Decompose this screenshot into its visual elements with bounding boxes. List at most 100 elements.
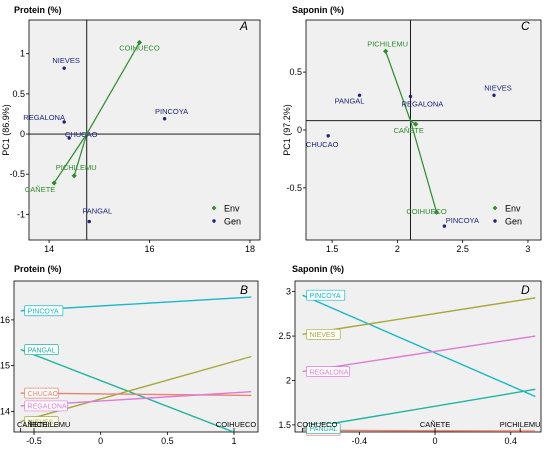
y-tick-label: 0 <box>297 125 302 135</box>
y-tick-label: 0.5 <box>289 67 302 77</box>
y-tick-label: 2 <box>286 375 291 385</box>
y-tick-label: -0.5 <box>9 169 25 179</box>
x-tick-label: 0 <box>433 436 438 446</box>
env-point-label: PICHILEMU <box>56 163 97 172</box>
gen-point-label: NIEVES <box>52 56 80 65</box>
series-label: PANGAL <box>28 347 56 354</box>
y-tick-label: 3 <box>286 287 291 297</box>
panel-letter: D <box>521 283 530 297</box>
panel-title: Protein (%) <box>14 264 62 274</box>
gen-point-marker <box>326 134 330 138</box>
series-label: PINCOYA <box>28 309 59 316</box>
env-point-marker <box>136 39 143 46</box>
env-point-label: CAÑETE <box>25 185 55 194</box>
y-tick-label: 1 <box>20 49 25 59</box>
legend-env-marker <box>211 205 217 211</box>
gen-point-marker <box>67 136 71 140</box>
panel-d: Saponin (%) D -0.4 0 0.4 3 2.5 2 1.5 PINCOYA NIEVE… <box>278 264 542 446</box>
env-vector-line <box>385 51 412 121</box>
x-tick-label: 1 <box>231 436 236 446</box>
legend-env-marker <box>492 205 498 211</box>
series-label-box <box>24 416 59 427</box>
y-axis-label: PC1 (97.2%) <box>282 104 292 156</box>
panel-c: Saponin (%) C PC1 (97.2%) 1.5 2 2.5 3 0.5 0 -0.5 P… <box>282 5 542 254</box>
x-tick-label: 1.5 <box>326 244 339 254</box>
series-label: NIEVES <box>28 419 54 426</box>
series-line-regalona <box>302 335 536 373</box>
gen-point-label: CHUCAO <box>65 130 98 139</box>
legend-entry: Env <box>224 204 240 214</box>
gen-point-label: CHUCAO <box>306 140 339 149</box>
env-point-label: COIHUECO <box>406 207 447 216</box>
x-tick-label: 0.5 <box>161 436 174 446</box>
series-label: PINCOYA <box>310 293 341 300</box>
series-label-box <box>306 328 341 340</box>
y-axis-label: PC1 (86.9%) <box>1 104 11 156</box>
plot-area <box>305 19 542 241</box>
env-point-marker <box>51 180 57 186</box>
env-marker-label: CAÑETE <box>420 420 450 429</box>
y-tick-label: -1 <box>17 209 25 219</box>
y-tick-label: 0.5 <box>12 89 25 99</box>
gen-point-marker <box>442 224 447 228</box>
plot-area <box>28 19 261 241</box>
x-tick-label: 0 <box>98 436 103 446</box>
series-label-box <box>24 387 59 399</box>
gen-point-marker <box>87 219 91 224</box>
y-tick-label: 14 <box>0 406 10 416</box>
legend-gen-marker <box>493 219 497 223</box>
env-point-label: COIHUECO <box>119 43 160 52</box>
y-tick-label: 16 <box>0 315 10 325</box>
env-point-marker <box>383 48 389 54</box>
env-vector-line <box>86 42 140 135</box>
gen-point-label: REGALONA <box>402 99 444 108</box>
env-marker-label: PICHILEMU <box>30 420 71 429</box>
series-label: PANGAL <box>310 426 338 433</box>
gen-point-marker <box>62 120 66 124</box>
env-point-marker <box>433 209 440 215</box>
env-vector-line <box>73 133 88 176</box>
env-point-label: PICHILEMU <box>367 39 408 48</box>
env-vector-line <box>409 120 438 213</box>
series-lines <box>302 294 536 432</box>
series-line-nieves <box>302 297 536 335</box>
env-point-label: CAÑETE <box>393 126 423 135</box>
gen-point-label: PINCOYA <box>155 107 188 116</box>
env-vector-line <box>53 133 88 184</box>
series-label-box <box>24 344 59 355</box>
series-label-box <box>24 400 68 412</box>
series-label-box <box>24 305 64 317</box>
x-tick-label: 0.4 <box>504 436 517 446</box>
panel-title: Saponin (%) <box>292 5 344 15</box>
gen-point-marker <box>408 94 413 99</box>
panel-b: Protein (%) B -0.5 0 0.5 1 16 15 14 PINCOYA PANGAL… <box>0 264 259 446</box>
gen-point-label: PANGAL <box>82 207 112 216</box>
gen-point-marker <box>162 117 167 121</box>
series-line-pangal <box>302 388 536 430</box>
env-marker-label: COIHUECO <box>216 420 257 429</box>
env-marker-label: CAÑETE <box>17 420 47 429</box>
x-tick-label: 16 <box>145 244 155 254</box>
y-tick-label: -0.5 <box>286 183 302 193</box>
x-tick-label: 2 <box>395 244 400 254</box>
x-tick-label: 2.5 <box>456 244 469 254</box>
legend-entry: Gen <box>505 217 522 227</box>
panel-a: Protein (%) A PC1 (86.9%) 14 16 18 1 0.5 0 -0.5 -1… <box>1 5 261 254</box>
gen-point-marker <box>357 93 362 97</box>
gen-point-label: NIEVES <box>484 83 512 92</box>
series-label: CHUCAO <box>28 391 59 398</box>
y-tick-label: 15 <box>0 361 10 371</box>
series-label-box <box>306 423 341 434</box>
x-tick-label: -0.5 <box>26 436 42 446</box>
env-marker-label: PICHILEMU <box>500 420 541 429</box>
legend-entry: Env <box>505 204 521 214</box>
legend-gen-marker <box>212 219 216 223</box>
series-line-pincoya <box>302 294 536 398</box>
gen-point-label: PINCOYA <box>446 216 479 225</box>
panel-letter: B <box>240 283 248 297</box>
x-tick-label: 18 <box>245 244 255 254</box>
panel-title: Saponin (%) <box>292 264 344 274</box>
panel-title: Protein (%) <box>14 5 62 15</box>
series-label: REGALONA <box>310 369 349 376</box>
